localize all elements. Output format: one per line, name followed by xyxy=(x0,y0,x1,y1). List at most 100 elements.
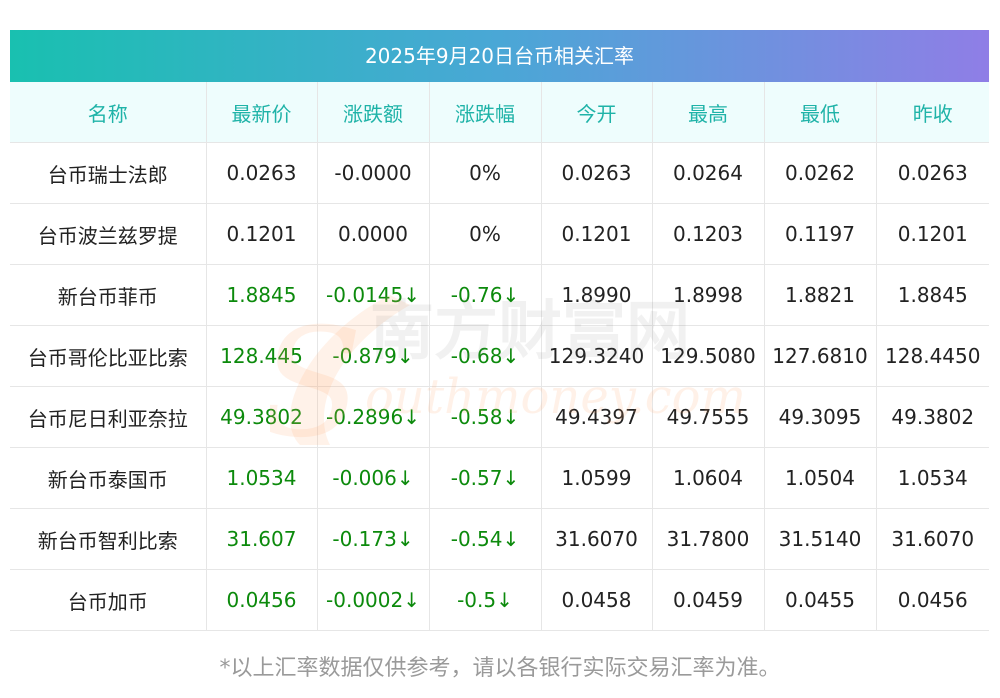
down-arrow-icon: ↓ xyxy=(403,588,420,612)
cell-low-value: 31.5140 xyxy=(778,527,862,551)
cell-name: 台币瑞士法郎 xyxy=(10,142,207,204)
cell-low: 1.8821 xyxy=(764,264,877,326)
cell-low-value: 1.8821 xyxy=(785,283,855,307)
cell-change-pct-value: -0.57 xyxy=(450,466,503,490)
cell-prev-close-value: 1.0534 xyxy=(897,466,968,490)
down-arrow-icon: ↓ xyxy=(403,283,420,307)
cell-prev-close-value: 1.8845 xyxy=(897,283,968,307)
cell-change: -0.879↓ xyxy=(317,325,430,387)
cell-open: 0.0263 xyxy=(541,142,653,204)
cell-latest: 31.607 xyxy=(206,508,318,570)
cell-change-pct: -0.68↓ xyxy=(429,325,542,387)
cell-low-value: 0.0455 xyxy=(785,588,855,612)
cell-prev-close: 0.0456 xyxy=(876,569,989,631)
table-row: 台币尼日利亚奈拉 49.3802 -0.2896↓ -0.58↓ 49.4397 49.7… xyxy=(10,386,989,448)
header-prev-close: 昨收 xyxy=(876,82,989,143)
cell-name-value: 台币尼日利亚奈拉 xyxy=(27,406,188,431)
cell-high-value: 1.0604 xyxy=(673,466,743,490)
cell-open: 0.0458 xyxy=(541,569,653,631)
cell-change-pct: 0% xyxy=(429,142,542,204)
cell-high-value: 129.5080 xyxy=(660,344,756,368)
cell-prev-close: 49.3802 xyxy=(876,386,989,448)
cell-high: 31.7800 xyxy=(652,508,765,570)
cell-low-value: 0.1197 xyxy=(785,222,855,246)
cell-open: 31.6070 xyxy=(541,508,653,570)
cell-name-value: 新台币泰国币 xyxy=(47,467,168,492)
cell-low: 0.1197 xyxy=(764,203,877,265)
cell-prev-close-value: 128.4450 xyxy=(885,344,981,368)
cell-latest: 0.0456 xyxy=(206,569,318,631)
header-high: 最高 xyxy=(652,82,765,143)
cell-latest: 1.0534 xyxy=(206,447,318,509)
cell-prev-close: 0.1201 xyxy=(876,203,989,265)
cell-name-value: 新台币智利比索 xyxy=(37,528,178,553)
cell-prev-close-value: 0.0263 xyxy=(897,161,968,185)
cell-change-value: -0.2896 xyxy=(326,405,404,429)
cell-high-value: 0.1203 xyxy=(673,222,743,246)
cell-open-value: 0.0263 xyxy=(561,161,632,185)
cell-low-value: 1.0504 xyxy=(785,466,855,490)
header-low: 最低 xyxy=(764,82,877,143)
cell-change: -0.2896↓ xyxy=(317,386,430,448)
down-arrow-icon: ↓ xyxy=(396,344,414,368)
cell-name: 台币尼日利亚奈拉 xyxy=(10,386,207,448)
table-row: 台币瑞士法郎 0.0263 -0.0000 0% 0.0263 0.0264 0.0262 0… xyxy=(10,142,989,204)
down-arrow-icon: ↓ xyxy=(502,527,520,551)
cell-open-value: 129.3240 xyxy=(548,344,645,368)
down-arrow-icon: ↓ xyxy=(502,283,520,307)
cell-low-value: 0.0262 xyxy=(785,161,855,185)
down-arrow-icon: ↓ xyxy=(502,466,520,490)
cell-name: 新台币智利比索 xyxy=(10,508,207,570)
cell-change-pct-value: 0% xyxy=(469,222,501,246)
cell-change-pct: 0% xyxy=(429,203,542,265)
cell-high-value: 1.8998 xyxy=(673,283,743,307)
header-name: 名称 xyxy=(10,82,207,143)
cell-name-value: 台币加币 xyxy=(67,589,148,614)
cell-low-value: 127.6810 xyxy=(772,344,868,368)
cell-prev-close-value: 49.3802 xyxy=(891,405,975,429)
cell-latest-value: 1.8845 xyxy=(226,283,297,307)
cell-change-value: -0.173 xyxy=(332,527,397,551)
rate-table-container: 2025年9月20日台币相关汇率 名称 最新价 涨跌额 涨跌幅 今开 最高 最低… xyxy=(10,30,989,631)
cell-high: 0.0264 xyxy=(652,142,765,204)
cell-prev-close-value: 31.6070 xyxy=(891,527,975,551)
cell-latest: 49.3802 xyxy=(206,386,318,448)
cell-change-pct: -0.54↓ xyxy=(429,508,542,570)
cell-latest: 0.1201 xyxy=(206,203,318,265)
cell-open-value: 1.0599 xyxy=(561,466,632,490)
cell-change-value: -0.0145 xyxy=(326,283,404,307)
cell-prev-close: 128.4450 xyxy=(876,325,989,387)
table-row: 台币哥伦比亚比索 128.445 -0.879↓ -0.68↓ 129.3240 129.… xyxy=(10,325,989,387)
cell-open-value: 0.1201 xyxy=(561,222,632,246)
cell-change-value: 0.0000 xyxy=(338,222,408,246)
cell-low: 127.6810 xyxy=(764,325,877,387)
cell-latest-value: 0.1201 xyxy=(226,222,297,246)
header-open: 今开 xyxy=(541,82,653,143)
table-row: 新台币智利比索 31.607 -0.173↓ -0.54↓ 31.6070 31.7800… xyxy=(10,508,989,570)
cell-open: 129.3240 xyxy=(541,325,653,387)
cell-change-value: -0.006 xyxy=(332,466,397,490)
cell-high: 49.7555 xyxy=(652,386,765,448)
cell-change-pct-value: -0.5 xyxy=(457,588,497,612)
down-arrow-icon: ↓ xyxy=(396,527,414,551)
down-arrow-icon: ↓ xyxy=(502,344,520,368)
cell-open: 0.1201 xyxy=(541,203,653,265)
cell-latest-value: 1.0534 xyxy=(226,466,297,490)
cell-open-value: 0.0458 xyxy=(561,588,632,612)
cell-name: 台币波兰兹罗提 xyxy=(10,203,207,265)
cell-change-pct: -0.5↓ xyxy=(429,569,542,631)
rate-table: 名称 最新价 涨跌额 涨跌幅 今开 最高 最低 昨收 台币瑞士法郎 0.0263 -… xyxy=(10,82,989,631)
cell-high-value: 49.7555 xyxy=(666,405,750,429)
cell-high: 1.0604 xyxy=(652,447,765,509)
cell-low: 0.0455 xyxy=(764,569,877,631)
table-row: 台币波兰兹罗提 0.1201 0.0000 0% 0.1201 0.1203 0.1197 0… xyxy=(10,203,989,265)
table-row: 新台币菲币 1.8845 -0.0145↓ -0.76↓ 1.8990 1.8998 1.8… xyxy=(10,264,989,326)
cell-change: -0.0002↓ xyxy=(317,569,430,631)
cell-change-pct-value: 0% xyxy=(469,161,501,185)
cell-latest-value: 49.3802 xyxy=(220,405,303,429)
cell-high: 0.0459 xyxy=(652,569,765,631)
cell-prev-close: 31.6070 xyxy=(876,508,989,570)
cell-low: 31.5140 xyxy=(764,508,877,570)
cell-low-value: 49.3095 xyxy=(778,405,862,429)
cell-change-pct-value: -0.76 xyxy=(450,283,503,307)
